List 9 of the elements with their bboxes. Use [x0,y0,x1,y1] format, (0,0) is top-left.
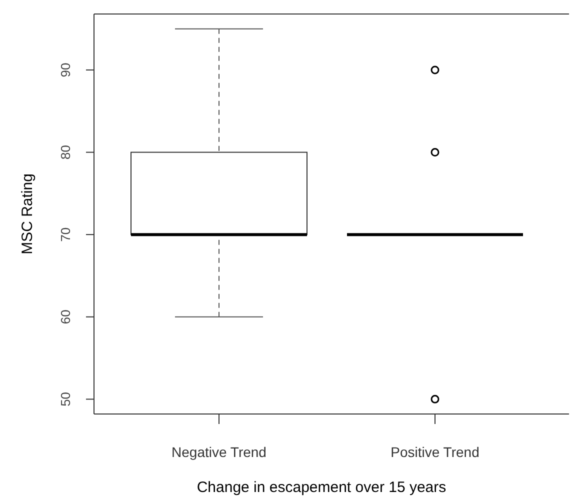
y-tick-label: 60 [58,310,73,324]
x-axis-title: Change in escapement over 15 years [196,479,446,496]
x-tick-label: Negative Trend [172,444,266,460]
y-tick-label: 50 [58,392,73,406]
y-tick-label: 70 [58,227,73,242]
x-tick-label: Positive Trend [390,444,480,460]
y-tick-label: 90 [58,62,73,78]
y-tick-label: 80 [58,145,73,160]
y-axis-title: MSC Rating [19,174,36,254]
